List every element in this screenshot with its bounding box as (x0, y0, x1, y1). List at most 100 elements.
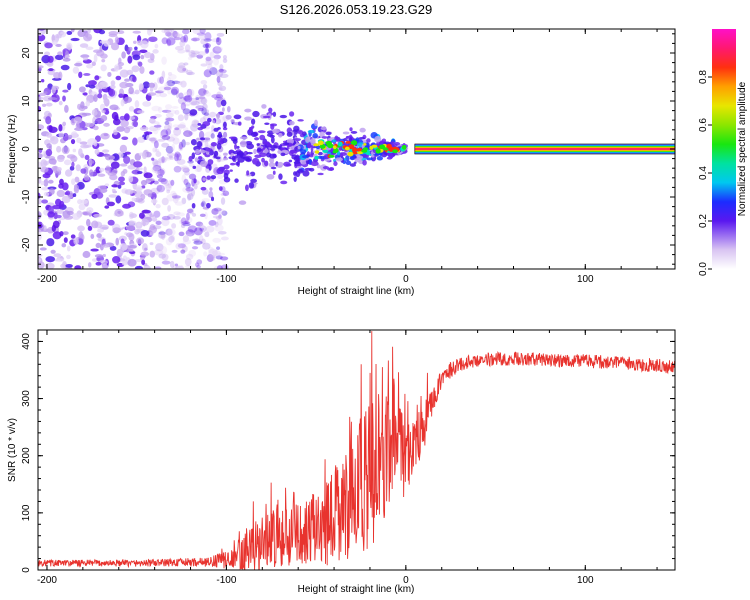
heatmap-noise-blob (221, 210, 228, 216)
heatmap-noise-blob (128, 46, 133, 51)
heatmap-noise-blob (83, 73, 91, 76)
heatmap-noise-blob (44, 51, 51, 57)
colorbar-tick-label: 0.4 (698, 166, 709, 180)
heatmap-noise-blob (159, 76, 164, 85)
heatmap-bright-blob (356, 148, 363, 152)
heatmap-noise-blob (193, 183, 198, 190)
heatmap-signal-blob (270, 166, 277, 170)
heatmap-noise-blob (73, 237, 79, 245)
heatmap-noise-blob (126, 232, 133, 238)
heatmap-noise-blob (176, 124, 183, 131)
heatmap-noise-blob (205, 43, 211, 49)
heatmap-noise-blob (78, 86, 86, 93)
heatmap-bright-blob (332, 150, 337, 154)
colorbar-tick-label: 0.2 (698, 214, 709, 228)
heatmap-noise-blob (89, 160, 95, 164)
heatmap-signal-blob (220, 99, 227, 107)
heatmap-noise-blob (176, 158, 186, 165)
heatmap-noise-blob (46, 238, 55, 247)
heatmap-bright-blob (314, 150, 320, 154)
heatmap-noise-blob (95, 261, 102, 266)
heatmap-noise-blob (161, 109, 172, 113)
heatmap-noise-blob (108, 194, 118, 198)
heatmap-signal-blob (261, 157, 265, 163)
heatmap-noise-blob (110, 42, 120, 51)
heatmap-signal-blob (288, 120, 295, 126)
heatmap-noise-blob (143, 172, 153, 179)
heatmap-noise-blob (124, 78, 131, 82)
heatmap-noise-blob (51, 40, 58, 45)
heatmap-signal-blob (345, 160, 352, 165)
heatmap-noise-blob (143, 166, 147, 172)
heatmap-noise-blob (165, 238, 173, 246)
heatmap-signal-blob (231, 155, 236, 161)
heatmap-noise-blob (96, 233, 102, 239)
heatmap-noise-blob (172, 265, 177, 269)
heatmap-noise-blob (157, 178, 167, 183)
heatmap-noise-blob (190, 37, 200, 42)
heatmap-noise-blob (212, 57, 219, 66)
heatmap-noise-blob (88, 84, 96, 89)
heatmap-signal-blob (328, 166, 335, 171)
heatmap-noise-blob (94, 75, 100, 81)
heatmap-noise-blob (91, 193, 98, 199)
heatmap-noise-blob (137, 136, 146, 143)
heatmap-noise-blob (38, 152, 43, 159)
snr-y-tick-label: 0 (21, 567, 32, 573)
heatmap-noise-blob (159, 158, 165, 163)
heatmap-noise-blob (39, 247, 47, 251)
heatmap-noise-blob (139, 66, 145, 74)
heatmap-signal-blob (289, 111, 295, 117)
heatmap-noise-blob (196, 54, 204, 59)
heatmap-noise-blob (83, 33, 93, 42)
heatmap-noise-blob (118, 181, 126, 186)
heatmap-noise-blob (132, 120, 139, 128)
heatmap-noise-blob (151, 105, 161, 112)
heatmap-noise-blob (185, 49, 190, 53)
heatmap-noise-blob (172, 137, 180, 145)
heatmap-noise-blob (87, 225, 93, 231)
heatmap-noise-blob (45, 132, 52, 138)
heatmap-noise-blob (66, 245, 71, 252)
heatmap-noise-blob (217, 252, 226, 256)
heatmap-noise-blob (218, 85, 227, 91)
heatmap-signal-blob (244, 108, 252, 113)
heatmap-noise-blob (161, 217, 170, 227)
heatmap-noise-blob (119, 115, 126, 121)
heatmap-noise-blob (181, 68, 189, 73)
heatmap-noise-blob (59, 178, 64, 185)
heatmap-noise-blob (127, 164, 136, 170)
heatmap-noise-blob (190, 50, 200, 53)
heatmap-signal-blob (302, 155, 309, 159)
heatmap-noise-blob (131, 75, 137, 83)
heatmap-signal-blob (192, 165, 197, 169)
heatmap-noise-blob (205, 56, 212, 62)
heatmap-noise-blob (202, 242, 211, 250)
spectrogram-y-tick-label: -20 (21, 237, 32, 252)
heatmap-noise-blob (204, 32, 212, 41)
heatmap-noise-blob (203, 89, 209, 95)
heatmap-signal-blob (197, 122, 202, 126)
heatmap-signal-blob (253, 148, 257, 155)
spectrogram-heatmap (38, 29, 675, 269)
heatmap-noise-blob (51, 160, 57, 165)
heatmap-signal-blob (321, 136, 328, 139)
heatmap-noise-blob (165, 117, 175, 122)
heatmap-noise-blob (152, 49, 159, 54)
heatmap-noise-blob (50, 136, 59, 145)
heatmap-noise-blob (157, 77, 162, 84)
heatmap-noise-blob (161, 197, 169, 206)
heatmap-noise-blob (90, 248, 99, 252)
heatmap-noise-blob (152, 126, 159, 135)
heatmap-signal-blob (194, 148, 201, 155)
heatmap-noise-blob (177, 124, 186, 129)
heatmap-noise-blob (217, 230, 227, 235)
heatmap-noise-blob (212, 250, 221, 257)
heatmap-noise-blob (215, 37, 222, 46)
heatmap-signal-blob (197, 147, 202, 150)
heatmap-noise-blob (154, 167, 164, 175)
heatmap-noise-blob (204, 47, 210, 54)
heatmap-noise-blob (216, 99, 222, 108)
heatmap-noise-blob (170, 179, 175, 186)
